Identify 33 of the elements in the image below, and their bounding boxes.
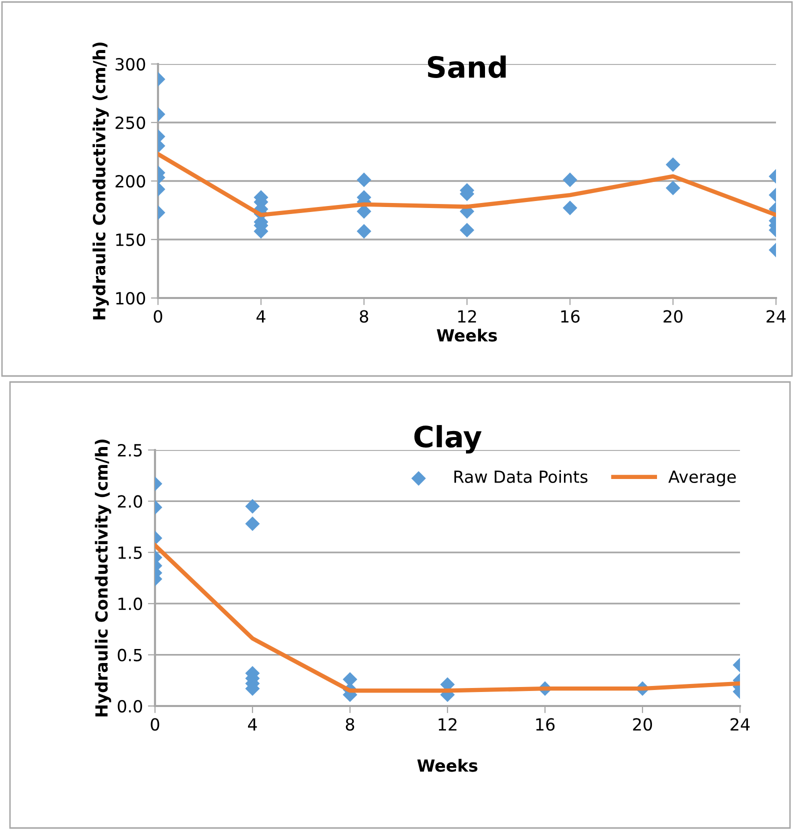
legend-label: Raw Data Points: [454, 470, 588, 484]
chart-title: Sand: [428, 55, 506, 78]
x-tick-label: 12: [438, 718, 456, 730]
x-tick-label: 24: [766, 310, 786, 322]
x-tick-label: 8: [346, 718, 354, 731]
x-tick-label: 16: [561, 310, 580, 323]
x-tick-label: 24: [730, 718, 750, 730]
x-tick-label: 12: [458, 310, 476, 322]
y-tick-label: 300: [116, 58, 146, 71]
x-tick-label: 20: [664, 310, 682, 323]
y-tick-label: 1.5: [118, 546, 142, 559]
y-tick-label: 200: [116, 174, 146, 188]
x-tick-label: 0: [150, 718, 160, 731]
x-tick-label: 4: [256, 310, 266, 322]
x-tick-label: 20: [633, 718, 652, 731]
y-axis-title: Hydraulic Conductivity (cm/h): [94, 440, 112, 716]
x-axis-title: Weeks: [417, 758, 478, 772]
y-tick-label: 2.5: [118, 444, 142, 457]
y-tick-label: 1.0: [118, 598, 142, 610]
y-tick-label: 0.5: [118, 648, 142, 662]
x-tick-label: 4: [248, 718, 257, 730]
y-axis-title: Hydraulic Conductivity (cm/h): [92, 42, 109, 320]
legend-label: Average: [668, 470, 736, 486]
y-tick-label: 0.0: [118, 700, 142, 713]
y-tick-label: 100: [116, 292, 146, 305]
x-tick-label: 0: [154, 310, 162, 323]
x-tick-label: 16: [536, 718, 555, 731]
y-tick-label: 150: [116, 233, 146, 246]
x-tick-label: 8: [360, 310, 368, 323]
y-tick-label: 250: [116, 116, 146, 130]
chart-title: Clay: [414, 425, 482, 454]
x-axis-title: Weeks: [436, 328, 497, 342]
y-tick-label: 2.0: [118, 495, 142, 508]
